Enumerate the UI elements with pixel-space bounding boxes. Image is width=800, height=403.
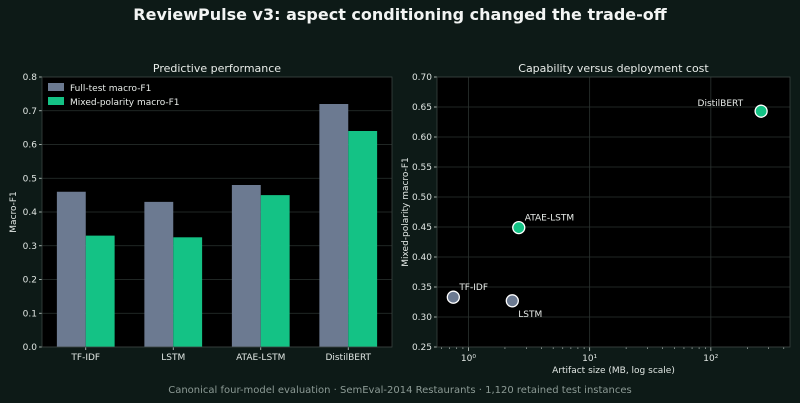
scatter-x-tick-label: 10⁰ [461, 354, 476, 364]
scatter-y-tick-label: 0.60 [412, 133, 432, 143]
scatter-y-tick-label: 0.25 [412, 343, 432, 353]
bar-plot-frame [41, 76, 393, 348]
bar-y-tick-label: 0.4 [23, 208, 38, 218]
scatter-y-tick-label: 0.45 [412, 223, 432, 233]
bar-y-tick-label: 0.0 [23, 343, 38, 353]
scatter-chart-panel: 0.25 0.30 0.35 0.40 0.45 0.50 0.55 0.60 0.65 0.70… [401, 62, 791, 376]
bar-mixed-polarity [348, 131, 378, 347]
bar-x-tick-label: DistilBERT [325, 353, 371, 363]
bar-x-tick-label: TF-IDF [70, 353, 100, 363]
bar-y-tick-label: 0.2 [23, 276, 37, 286]
scatter-plot-area [437, 77, 790, 347]
legend-swatch [48, 97, 64, 105]
bar-full-test [144, 201, 174, 347]
scatter-y-tick-label: 0.30 [412, 313, 432, 323]
bar-y-tick-label: 0.6 [23, 141, 38, 151]
scatter-chart-y-axis-label: Mixed-polarity macro-F1 [401, 157, 411, 267]
bar-mixed-polarity [173, 237, 203, 347]
scatter-y-tick-label: 0.55 [412, 163, 432, 173]
scatter-y-tick-label: 0.70 [412, 73, 432, 83]
bar-mixed-polarity [85, 235, 115, 347]
bar-full-test [231, 185, 261, 347]
scatter-point-label: DistilBERT [698, 99, 744, 109]
bar-chart-y-axis-label: Macro-F1 [9, 191, 19, 233]
legend-swatch [48, 83, 64, 91]
bar-y-tick-label: 0.3 [23, 242, 37, 252]
figure-title: ReviewPulse v3: aspect conditioning chan… [133, 5, 667, 24]
scatter-point-label: LSTM [518, 310, 542, 320]
bar-chart-panel: 0.0 0.1 0.2 0.3 0.4 0.5 0.6 0.7 0.8 TF-IDF LSTM ATA… [9, 62, 393, 363]
scatter-chart-title: Capability versus deployment cost [518, 62, 709, 75]
bar-y-tick-label: 0.7 [23, 107, 37, 117]
bar-x-tick-label: ATAE-LSTM [236, 353, 285, 363]
bar-y-tick-label: 0.5 [23, 174, 37, 184]
scatter-chart-x-axis-label: Artifact size (MB, log scale) [552, 366, 675, 376]
scatter-y-tick-label: 0.50 [412, 193, 432, 203]
scatter-point-label: TF-IDF [458, 283, 488, 293]
scatter-y-tick-label: 0.40 [412, 253, 432, 263]
scatter-y-tick-label: 0.65 [412, 103, 432, 113]
bar-y-tick-label: 0.8 [23, 73, 38, 83]
bar-full-test [319, 104, 349, 347]
scatter-point [505, 294, 519, 308]
scatter-x-tick-label: 10² [703, 354, 718, 364]
bar-mixed-polarity [260, 195, 290, 347]
bar-full-test [56, 191, 86, 347]
legend-label: Full-test macro-F1 [70, 84, 151, 94]
bar-x-tick-label: LSTM [161, 353, 185, 363]
scatter-point [446, 290, 460, 304]
scatter-x-tick-label: 10¹ [582, 354, 597, 364]
scatter-plot-frame [436, 76, 791, 348]
scatter-y-tick-label: 0.35 [412, 283, 432, 293]
bar-chart-title: Predictive performance [153, 62, 281, 75]
footnote: Canonical four-model evaluation · SemEva… [168, 385, 632, 396]
scatter-point-label: ATAE-LSTM [525, 214, 574, 224]
legend-label: Mixed-polarity macro-F1 [70, 98, 180, 108]
scatter-point [512, 220, 526, 235]
scatter-point [754, 104, 768, 118]
bar-y-tick-label: 0.1 [23, 309, 37, 319]
